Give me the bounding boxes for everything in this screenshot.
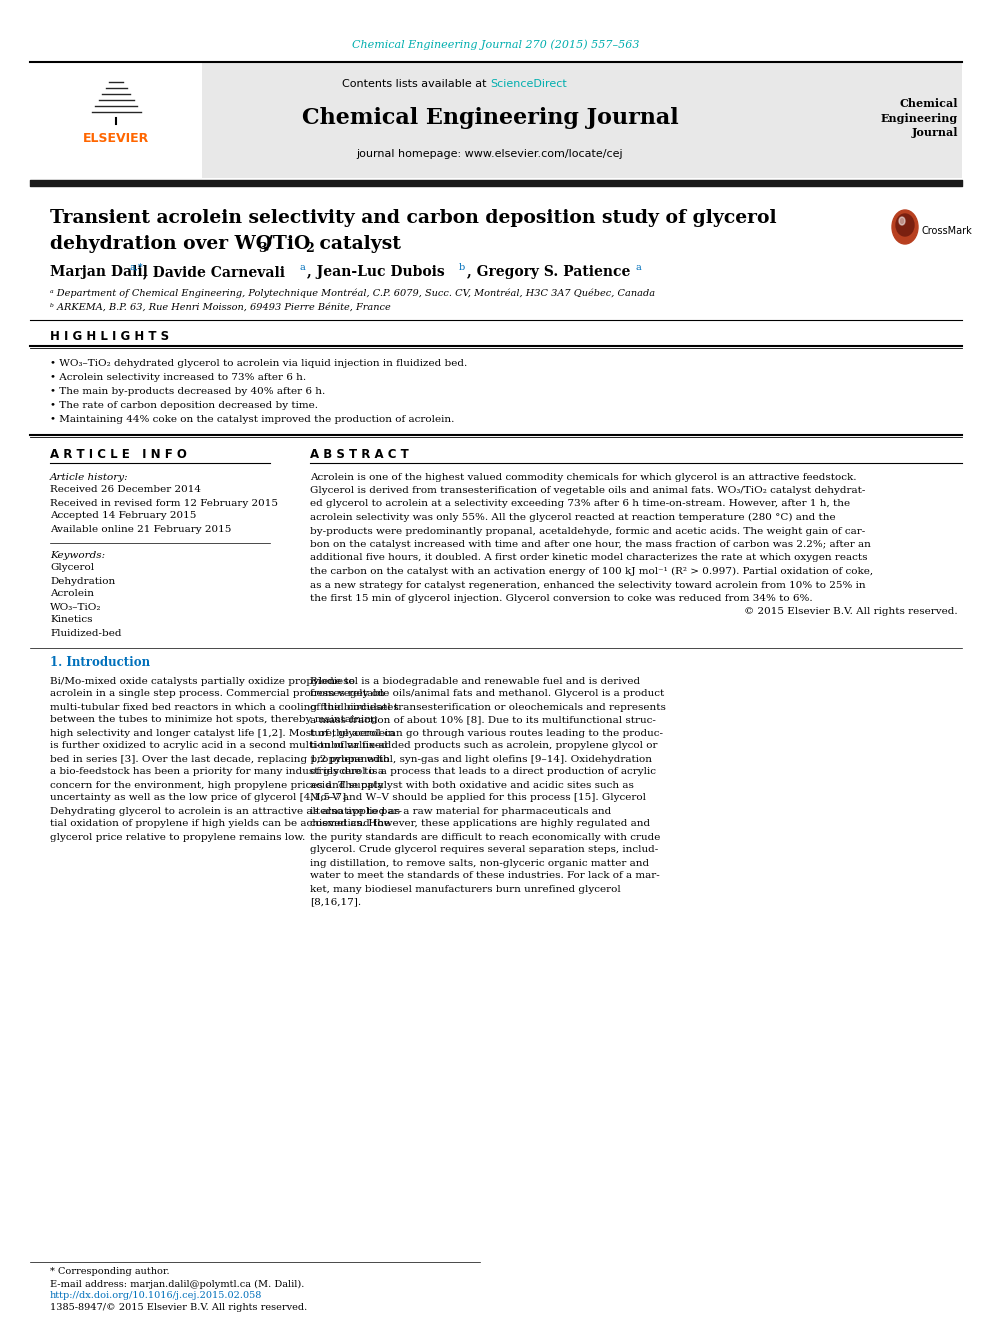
Text: a,*: a,*	[129, 262, 143, 271]
Text: additional five hours, it doubled. A first order kinetic model characterizes the: additional five hours, it doubled. A fir…	[310, 553, 867, 562]
Text: A B S T R A C T: A B S T R A C T	[310, 448, 409, 462]
Text: the first 15 min of glycerol injection. Glycerol conversion to coke was reduced : the first 15 min of glycerol injection. …	[310, 594, 812, 603]
Text: ELSEVIER: ELSEVIER	[83, 131, 149, 144]
Text: Dehydration: Dehydration	[50, 577, 115, 586]
Text: ed glycerol to acrolein at a selectivity exceeding 73% after 6 h time-on-stream.: ed glycerol to acrolein at a selectivity…	[310, 500, 850, 508]
Text: • WO₃–TiO₂ dehydrated glycerol to acrolein via liquid injection in fluidized bed: • WO₃–TiO₂ dehydrated glycerol to acrole…	[50, 359, 467, 368]
Text: acrolein selectivity was only 55%. All the glycerol reacted at reaction temperat: acrolein selectivity was only 55%. All t…	[310, 513, 835, 523]
Ellipse shape	[896, 214, 914, 235]
Text: http://dx.doi.org/10.1016/j.cej.2015.02.058: http://dx.doi.org/10.1016/j.cej.2015.02.…	[50, 1291, 262, 1301]
Text: as a new strategy for catalyst regeneration, enhanced the selectivity toward acr: as a new strategy for catalyst regenerat…	[310, 581, 866, 590]
Text: 2: 2	[305, 242, 313, 255]
Text: catalyst: catalyst	[313, 235, 401, 253]
Text: acid. The catalyst with both oxidative and acidic sites such as: acid. The catalyst with both oxidative a…	[310, 781, 634, 790]
Text: • The main by-products decreased by 40% after 6 h.: • The main by-products decreased by 40% …	[50, 386, 325, 396]
Text: Chemical
Engineering
Journal: Chemical Engineering Journal	[881, 98, 958, 138]
Text: the purity standards are difficult to reach economically with crude: the purity standards are difficult to re…	[310, 832, 661, 841]
FancyBboxPatch shape	[30, 62, 202, 179]
Text: uncertainty as well as the low price of glycerol [4,1,5–7].: uncertainty as well as the low price of …	[50, 794, 349, 803]
Text: © 2015 Elsevier B.V. All rights reserved.: © 2015 Elsevier B.V. All rights reserved…	[744, 607, 958, 617]
Text: a: a	[636, 262, 642, 271]
Text: Fluidized-bed: Fluidized-bed	[50, 628, 121, 638]
Text: Available online 21 February 2015: Available online 21 February 2015	[50, 524, 231, 533]
Text: is further oxidized to acrylic acid in a second multi-tubular fixed: is further oxidized to acrylic acid in a…	[50, 741, 388, 750]
Text: Biodiesel is a biodegradable and renewable fuel and is derived: Biodiesel is a biodegradable and renewab…	[310, 676, 640, 685]
Text: high selectivity and longer catalyst life [1,2]. Most of the acrolein: high selectivity and longer catalyst lif…	[50, 729, 395, 737]
Text: of the biodiesel transesterification or oleochemicals and represents: of the biodiesel transesterification or …	[310, 703, 666, 712]
Text: Kinetics: Kinetics	[50, 615, 92, 624]
Text: ᵃ Department of Chemical Engineering, Polytechnique Montréal, C.P. 6079, Succ. C: ᵃ Department of Chemical Engineering, Po…	[50, 288, 655, 298]
Text: , Jean-Luc Dubois: , Jean-Luc Dubois	[307, 265, 444, 279]
Text: Transient acrolein selectivity and carbon deposition study of glycerol: Transient acrolein selectivity and carbo…	[50, 209, 777, 228]
Text: concern for the environment, high propylene prices and supply: concern for the environment, high propyl…	[50, 781, 384, 790]
Text: E-mail address: marjan.dalil@polymtl.ca (M. Dalil).: E-mail address: marjan.dalil@polymtl.ca …	[50, 1279, 305, 1289]
Ellipse shape	[892, 210, 918, 243]
Text: Article history:: Article history:	[50, 472, 129, 482]
Text: ing distillation, to remove salts, non-glyceric organic matter and: ing distillation, to remove salts, non-g…	[310, 859, 649, 868]
Text: acrolein in a single step process. Commercial processes rely on: acrolein in a single step process. Comme…	[50, 689, 385, 699]
Text: Glycerol is derived from transesterification of vegetable oils and animal fats. : Glycerol is derived from transesterifica…	[310, 486, 865, 495]
Text: ture, glycerol can go through various routes leading to the produc-: ture, glycerol can go through various ro…	[310, 729, 663, 737]
Text: Dehydrating glycerol to acrolein is an attractive alternative to par-: Dehydrating glycerol to acrolein is an a…	[50, 807, 402, 815]
Text: Acrolein: Acrolein	[50, 590, 94, 598]
Text: dehydration over WO: dehydration over WO	[50, 235, 272, 253]
Text: ket, many biodiesel manufacturers burn unrefined glycerol: ket, many biodiesel manufacturers burn u…	[310, 885, 621, 893]
Text: water to meet the standards of these industries. For lack of a mar-: water to meet the standards of these ind…	[310, 872, 660, 881]
Text: • Acrolein selectivity increased to 73% after 6 h.: • Acrolein selectivity increased to 73% …	[50, 373, 307, 381]
Text: Bi/Mo-mixed oxide catalysts partially oxidize propylene to: Bi/Mo-mixed oxide catalysts partially ox…	[50, 676, 355, 685]
Text: from vegetable oils/animal fats and methanol. Glycerol is a product: from vegetable oils/animal fats and meth…	[310, 689, 665, 699]
Text: by-products were predominantly propanal, acetaldehyde, formic and acetic acids. : by-products were predominantly propanal,…	[310, 527, 865, 536]
Text: CrossMark: CrossMark	[921, 226, 972, 235]
Text: Keywords:: Keywords:	[50, 550, 105, 560]
Text: 3: 3	[258, 242, 267, 255]
Text: Glycerol: Glycerol	[50, 564, 94, 573]
Text: cosmetics. However, these applications are highly regulated and: cosmetics. However, these applications a…	[310, 819, 650, 828]
Text: bon on the catalyst increased with time and after one hour, the mass fraction of: bon on the catalyst increased with time …	[310, 540, 871, 549]
Text: between the tubes to minimize hot spots, thereby maintaining: between the tubes to minimize hot spots,…	[50, 716, 378, 725]
FancyBboxPatch shape	[30, 62, 962, 179]
Text: /TiO: /TiO	[266, 235, 310, 253]
Text: • Maintaining 44% coke on the catalyst improved the production of acrolein.: • Maintaining 44% coke on the catalyst i…	[50, 414, 454, 423]
Ellipse shape	[899, 217, 905, 225]
Text: 1,2 propanediol, syn-gas and light olefins [9–14]. Oxidehydration: 1,2 propanediol, syn-gas and light olefi…	[310, 754, 652, 763]
Text: Chemical Engineering Journal: Chemical Engineering Journal	[302, 107, 679, 130]
Text: glycerol price relative to propylene remains low.: glycerol price relative to propylene rem…	[50, 832, 306, 841]
Text: the carbon on the catalyst with an activation energy of 100 kJ mol⁻¹ (R² > 0.997: the carbon on the catalyst with an activ…	[310, 568, 873, 576]
Text: * Corresponding author.: * Corresponding author.	[50, 1267, 170, 1277]
Text: a mass fraction of about 10% [8]. Due to its multifunctional struc-: a mass fraction of about 10% [8]. Due to…	[310, 716, 656, 725]
Text: A R T I C L E   I N F O: A R T I C L E I N F O	[50, 448, 186, 462]
Text: , Davide Carnevali: , Davide Carnevali	[143, 265, 285, 279]
Text: H I G H L I G H T S: H I G H L I G H T S	[50, 331, 169, 344]
Text: ᵇ ARKEMA, B.P. 63, Rue Henri Moisson, 69493 Pierre Bénite, France: ᵇ ARKEMA, B.P. 63, Rue Henri Moisson, 69…	[50, 303, 391, 311]
Text: Marjan Dalil: Marjan Dalil	[50, 265, 148, 279]
Text: Acrolein is one of the highest valued commodity chemicals for which glycerol is : Acrolein is one of the highest valued co…	[310, 472, 856, 482]
Text: 1. Introduction: 1. Introduction	[50, 656, 150, 669]
Text: Chemical Engineering Journal 270 (2015) 557–563: Chemical Engineering Journal 270 (2015) …	[352, 40, 640, 50]
Text: WO₃–TiO₂: WO₃–TiO₂	[50, 602, 101, 611]
Text: journal homepage: www.elsevier.com/locate/cej: journal homepage: www.elsevier.com/locat…	[357, 149, 623, 159]
Text: of glycerol is a process that leads to a direct production of acrylic: of glycerol is a process that leads to a…	[310, 767, 656, 777]
Text: Received 26 December 2014: Received 26 December 2014	[50, 486, 201, 495]
Text: multi-tubular fixed bed reactors in which a cooling fluid circulates: multi-tubular fixed bed reactors in whic…	[50, 703, 399, 712]
Text: tial oxidation of propylene if high yields can be achieved and the: tial oxidation of propylene if high yiel…	[50, 819, 390, 828]
Text: b: b	[459, 262, 465, 271]
Text: Accepted 14 February 2015: Accepted 14 February 2015	[50, 512, 196, 520]
Text: glycerol. Crude glycerol requires several separation steps, includ-: glycerol. Crude glycerol requires severa…	[310, 845, 659, 855]
Text: • The rate of carbon deposition decreased by time.: • The rate of carbon deposition decrease…	[50, 401, 318, 410]
Text: [8,16,17].: [8,16,17].	[310, 897, 361, 906]
Text: Mo–V and W–V should be applied for this process [15]. Glycerol: Mo–V and W–V should be applied for this …	[310, 794, 646, 803]
Text: Contents lists available at: Contents lists available at	[342, 79, 490, 89]
Text: bed in series [3]. Over the last decade, replacing propylene with: bed in series [3]. Over the last decade,…	[50, 754, 390, 763]
Text: 1385-8947/© 2015 Elsevier B.V. All rights reserved.: 1385-8947/© 2015 Elsevier B.V. All right…	[50, 1303, 308, 1312]
Text: , Gregory S. Patience: , Gregory S. Patience	[467, 265, 630, 279]
Text: a: a	[299, 262, 305, 271]
Text: Received in revised form 12 February 2015: Received in revised form 12 February 201…	[50, 499, 278, 508]
Text: tion of value-added products such as acrolein, propylene glycol or: tion of value-added products such as acr…	[310, 741, 658, 750]
Text: is also applied as a raw material for pharmaceuticals and: is also applied as a raw material for ph…	[310, 807, 611, 815]
Text: a bio-feedstock has been a priority for many industries due to a: a bio-feedstock has been a priority for …	[50, 767, 384, 777]
Text: ScienceDirect: ScienceDirect	[490, 79, 566, 89]
